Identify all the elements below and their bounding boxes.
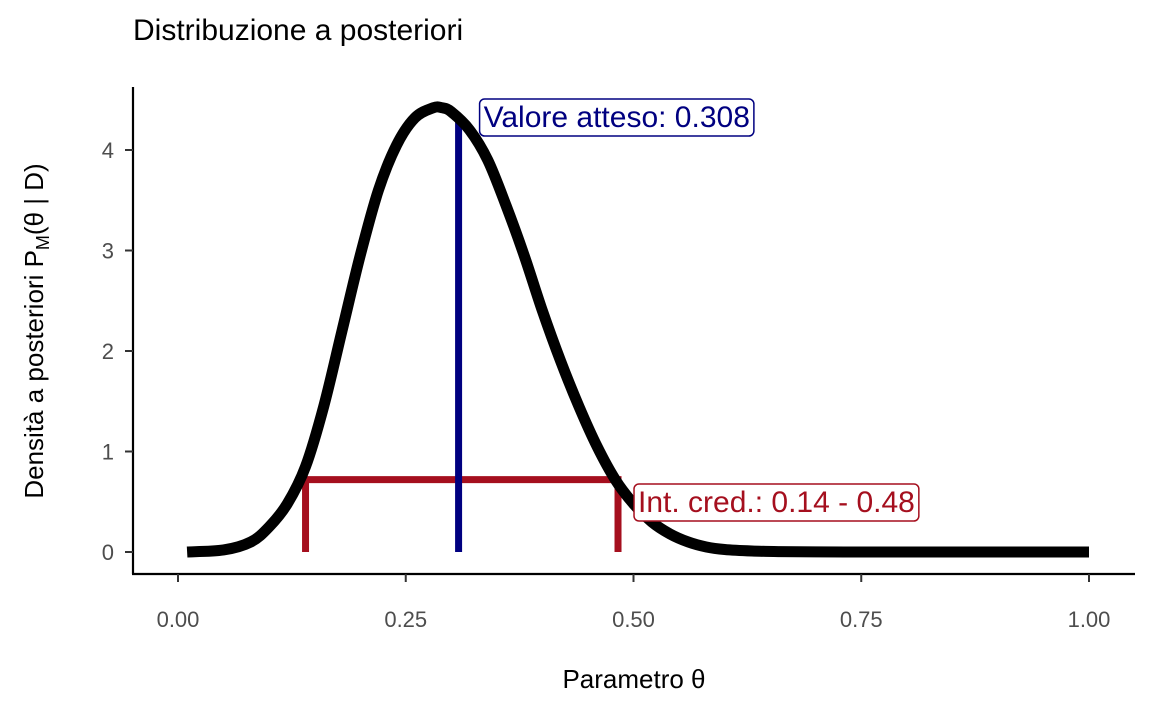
credible-interval-label-text: Int. cred.: 0.14 - 0.48 bbox=[638, 486, 915, 519]
expected-value-label-text: Valore atteso: 0.308 bbox=[484, 101, 750, 134]
expected-value-label-box bbox=[478, 98, 755, 137]
y-tick-label: 4 bbox=[102, 138, 114, 163]
x-tick-label: 0.50 bbox=[612, 607, 655, 632]
chart-title: Distribuzione a posteriori bbox=[133, 14, 463, 47]
y-tick-label: 0 bbox=[102, 540, 114, 565]
y-axis-title-prefix: Densità a posteriori P bbox=[19, 250, 49, 499]
y-tick-label: 2 bbox=[102, 339, 114, 364]
x-tick-label: 0.25 bbox=[384, 607, 427, 632]
x-tick-label: 1.00 bbox=[1068, 607, 1111, 632]
x-axis-ticks: 0.00 0.25 0.50 0.75 1.00 bbox=[157, 574, 1111, 632]
credible-interval-label-box bbox=[633, 483, 920, 522]
credible-interval-label: Int. cred.: 0.14 - 0.48 bbox=[633, 483, 920, 522]
x-tick-label: 0.00 bbox=[157, 607, 200, 632]
y-axis-title: Densità a posteriori PM(θ | D) bbox=[19, 163, 53, 498]
y-tick-label: 1 bbox=[102, 440, 114, 465]
y-tick-label: 3 bbox=[102, 239, 114, 264]
x-tick-label: 0.75 bbox=[840, 607, 883, 632]
posterior-density-curve bbox=[186, 101, 1089, 558]
annotation-labels: Valore atteso: 0.308 Int. cred.: 0.14 - 0… bbox=[478, 98, 920, 522]
y-axis-title-suffix: (θ | D) bbox=[19, 163, 49, 235]
expected-value-label: Valore atteso: 0.308 bbox=[478, 98, 755, 137]
y-axis-title-subscript: M bbox=[33, 235, 53, 250]
x-axis-title: Parametro θ bbox=[562, 664, 705, 694]
y-axis-ticks: 0 1 2 3 4 bbox=[102, 138, 133, 565]
